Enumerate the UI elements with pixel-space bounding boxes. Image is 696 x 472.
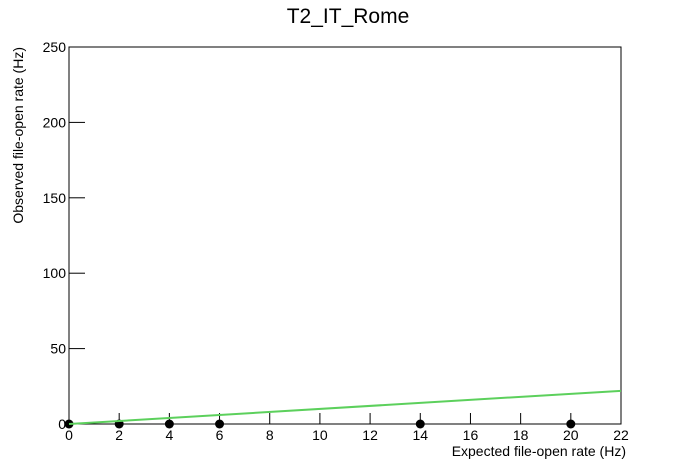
- x-tick-label: 0: [65, 427, 73, 443]
- x-tick-label: 12: [362, 427, 378, 443]
- point: [415, 419, 425, 429]
- y-tick-label: 200: [43, 114, 67, 130]
- y-tick-label: 0: [58, 416, 66, 432]
- x-tick-label: 20: [563, 427, 579, 443]
- x-tick-label: 2: [115, 427, 123, 443]
- point: [164, 419, 174, 429]
- point: [215, 419, 225, 429]
- plot-frame: [68, 46, 622, 425]
- y-tick-label: 250: [43, 39, 67, 55]
- x-tick-label: 14: [412, 427, 428, 443]
- x-tick-label: 6: [216, 427, 224, 443]
- x-tick-label: 10: [312, 427, 328, 443]
- x-tick-label: 18: [513, 427, 529, 443]
- chart-title: T2_IT_Rome: [287, 5, 410, 28]
- y-tick-label: 150: [43, 190, 67, 206]
- x-tick-label: 22: [613, 427, 629, 443]
- line: [68, 389, 622, 425]
- x-tick-label: 16: [463, 427, 479, 443]
- y-tick-label: 100: [43, 265, 67, 281]
- x-axis-label: Expected file-open rate (Hz): [452, 443, 626, 459]
- x-tick-label: 8: [266, 427, 274, 443]
- x-tick-label: 4: [165, 427, 173, 443]
- y-axis-label: Observed file-open rate (Hz): [10, 47, 26, 224]
- y-tick-label: 50: [50, 341, 66, 357]
- point: [566, 419, 576, 429]
